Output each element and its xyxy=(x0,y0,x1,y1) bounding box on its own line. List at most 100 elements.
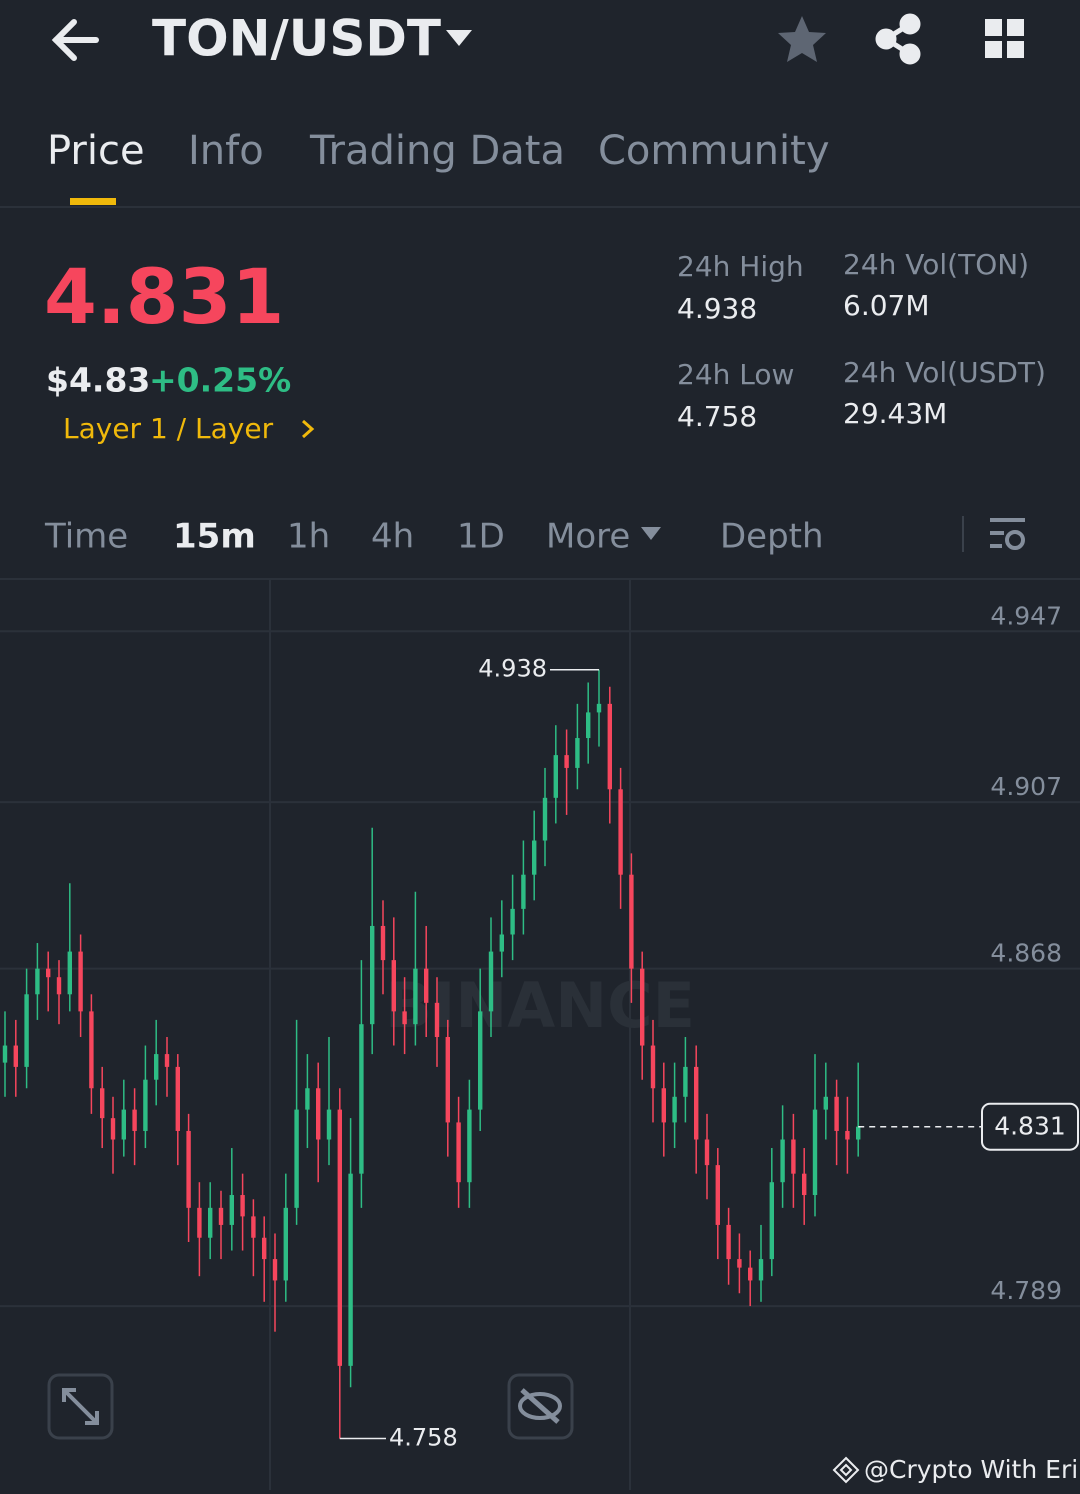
price-change: +0.25% xyxy=(149,361,291,400)
hide-indicators-button[interactable] xyxy=(507,1373,574,1440)
candle-body xyxy=(478,1011,483,1110)
candle-body xyxy=(359,1024,364,1174)
candle-body xyxy=(370,925,375,1025)
share-button[interactable] xyxy=(875,13,921,65)
candle-body xyxy=(629,874,634,969)
pair-title[interactable]: TON/USDT xyxy=(152,10,441,68)
last-price: 4.831 xyxy=(44,252,284,341)
y-tick-label: 4.789 xyxy=(990,1276,1062,1305)
candlestick-chart: BINANCE 4.947 4.907 4.868 4.789 4.938 4.758 4.… xyxy=(0,580,1080,1490)
candle-body xyxy=(845,1130,850,1140)
interval[interactable]: Depth xyxy=(720,517,824,557)
candle-body xyxy=(35,968,40,995)
candle-body xyxy=(856,1126,861,1140)
candle-body xyxy=(434,1002,440,1037)
candle-body xyxy=(769,1182,774,1260)
interval[interactable]: 1h xyxy=(287,517,330,557)
credit: @Crypto With Erik xyxy=(864,1455,1080,1484)
candle-body xyxy=(542,797,548,841)
candle-body xyxy=(13,1045,18,1067)
tab[interactable]: Price xyxy=(47,128,145,174)
candle-body xyxy=(348,1173,353,1366)
candle-body xyxy=(823,1096,828,1110)
back-button[interactable] xyxy=(51,19,99,61)
interval[interactable]: More xyxy=(546,517,630,557)
candle-body xyxy=(132,1109,137,1131)
candle-body xyxy=(672,1096,677,1123)
tab[interactable]: Community xyxy=(598,128,830,174)
candle-body xyxy=(812,1109,818,1196)
candle-body xyxy=(251,1216,256,1238)
stat-value: 4.938 xyxy=(677,292,757,325)
last-price-box xyxy=(981,1102,1079,1151)
candle-body xyxy=(586,712,591,739)
candle-body xyxy=(424,968,429,1003)
candle-body xyxy=(618,789,623,875)
candle-body xyxy=(694,1066,699,1140)
category-link[interactable]: Layer 1 / Layer xyxy=(63,412,274,445)
candle-body xyxy=(521,874,526,909)
candle-body xyxy=(758,1259,764,1281)
candle-body xyxy=(272,1259,278,1281)
y-tick-label: 4.868 xyxy=(990,939,1062,968)
candle-body xyxy=(143,1079,148,1131)
candle-body xyxy=(208,1207,213,1238)
watermark: BINANCE xyxy=(385,969,695,1042)
favorite-star[interactable] xyxy=(778,16,826,62)
chevron xyxy=(302,419,315,439)
candle-body xyxy=(726,1224,731,1260)
interval[interactable]: 1D xyxy=(457,517,505,557)
stat-label: 24h Vol(USDT) xyxy=(843,356,1046,389)
tab[interactable]: Info xyxy=(188,128,264,174)
more-dropdown[interactable] xyxy=(641,527,661,540)
candle-body xyxy=(67,951,72,995)
candle-body xyxy=(661,1088,666,1123)
candle-body xyxy=(218,1207,224,1225)
y-tick-label: 4.907 xyxy=(990,772,1062,801)
candle-body xyxy=(715,1165,720,1225)
candle-body xyxy=(737,1259,742,1268)
candle-body xyxy=(46,968,51,978)
candle-body xyxy=(262,1237,267,1260)
candle-body xyxy=(791,1139,796,1174)
stat-label: 24h Low xyxy=(677,358,794,391)
pair-dropdown[interactable] xyxy=(446,30,472,46)
y-tick-label: 4.947 xyxy=(990,601,1062,630)
candle-body xyxy=(413,968,418,1025)
interval[interactable]: 4h xyxy=(371,517,414,557)
usd-price: $4.83 xyxy=(46,361,150,400)
candle-body xyxy=(607,703,612,790)
candle-body xyxy=(175,1066,180,1131)
candle-body xyxy=(326,1109,332,1140)
candle-body xyxy=(24,994,29,1067)
candle-body xyxy=(640,968,645,1046)
candle-body xyxy=(510,908,515,935)
credit-logo xyxy=(832,1456,860,1484)
candle-body xyxy=(89,1011,94,1089)
tab-indicator xyxy=(70,198,116,205)
candle-body xyxy=(121,1109,126,1140)
candle-body xyxy=(316,1088,321,1140)
low-marker-label: 4.758 xyxy=(389,1423,458,1451)
grid-menu[interactable] xyxy=(985,19,1024,58)
candle-body xyxy=(802,1173,807,1196)
candle-body xyxy=(488,951,494,1012)
fullscreen-button[interactable] xyxy=(47,1373,114,1440)
candle-body xyxy=(305,1088,310,1110)
candle-body xyxy=(56,977,62,995)
interval[interactable]: Time xyxy=(44,517,128,557)
candle-body xyxy=(704,1139,710,1166)
candle-body xyxy=(402,1011,407,1025)
chart-settings[interactable] xyxy=(990,518,1025,550)
stat-label: 24h High xyxy=(677,250,804,283)
interval[interactable]: 15m xyxy=(173,517,256,557)
candle-body xyxy=(532,840,537,875)
candle-body xyxy=(197,1207,202,1238)
candle-body xyxy=(283,1207,288,1281)
stat-value: 4.758 xyxy=(677,400,757,433)
candle-body xyxy=(683,1066,688,1097)
tab[interactable]: Trading Data xyxy=(309,128,565,174)
high-marker-label: 4.938 xyxy=(478,655,547,683)
candle-body xyxy=(596,703,602,713)
